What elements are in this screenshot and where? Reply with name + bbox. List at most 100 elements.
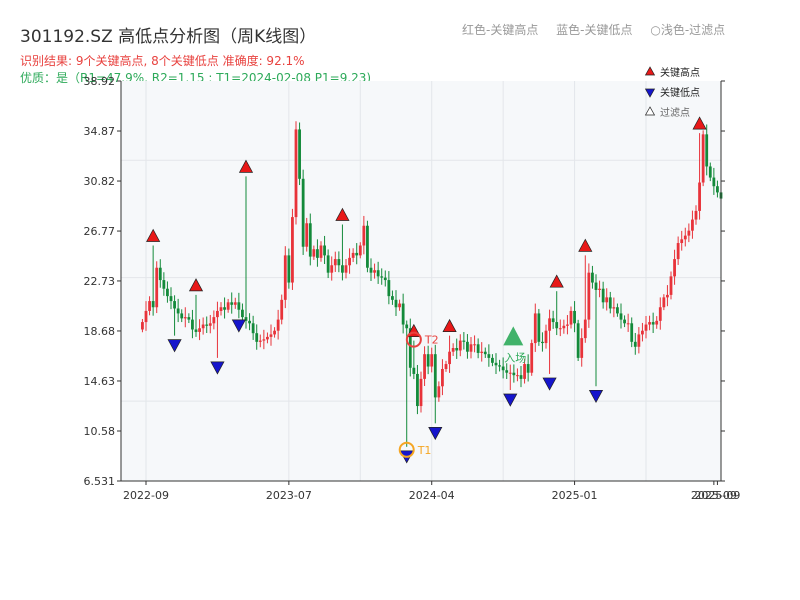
color-legend-red: 红色-关键高点 [462, 23, 539, 37]
candle-body [255, 333, 259, 342]
candle-body [369, 267, 373, 273]
candle-body [583, 319, 587, 339]
candle-body [326, 255, 330, 273]
candle-body [441, 368, 444, 387]
candle-body [569, 310, 573, 325]
y-tick-label: 38.92 [84, 75, 116, 88]
candle-body [430, 354, 434, 367]
candle-body [251, 323, 255, 334]
candle-body [587, 272, 591, 320]
candle-body [351, 252, 355, 258]
candle-body [523, 364, 526, 379]
key-high-marker [692, 116, 707, 130]
candle-body [598, 288, 601, 290]
candle-body [616, 307, 619, 314]
candle-body [219, 307, 223, 311]
candle-body [294, 129, 298, 218]
key-low-marker [503, 393, 518, 407]
color-legend: 红色-关键高点 蓝色-关键低点 ○浅色-过滤点 [462, 21, 739, 38]
candle-body [233, 302, 237, 305]
candle-body [566, 324, 569, 326]
candle-body [419, 378, 423, 407]
color-legend-light: ○浅色-过滤点 [650, 23, 726, 37]
candle-body [423, 354, 426, 379]
candle-body [266, 336, 269, 340]
annotation-t2-label: T2 [424, 334, 439, 347]
key-low-marker [231, 319, 246, 333]
candle-body [348, 257, 351, 266]
candle-body [444, 364, 448, 369]
candle-body [469, 344, 473, 352]
candle-body [558, 328, 562, 330]
y-tick-label: 26.77 [84, 225, 116, 238]
candle-body [241, 309, 244, 318]
candle-body [451, 348, 455, 352]
key-low-marker [588, 389, 604, 404]
x-tick-label: 2022-09 [123, 489, 169, 502]
candle-body [537, 313, 541, 342]
candle-body [433, 354, 437, 398]
candle-body [405, 324, 409, 329]
candle-body [230, 302, 234, 305]
candle-body [619, 313, 623, 320]
y-tick-label: 6.531 [84, 475, 116, 488]
candle-body [151, 301, 155, 308]
candle-body [551, 318, 555, 323]
candle-body [605, 297, 609, 303]
candle-body [676, 243, 680, 260]
candle-body [358, 245, 362, 256]
candle-body [330, 265, 334, 273]
annotation-t1-circle [398, 441, 415, 458]
candle-body [544, 330, 548, 344]
candle-body [508, 372, 512, 374]
candle-body [494, 362, 498, 366]
candle-body [298, 129, 301, 179]
candle-body [362, 225, 366, 246]
candle-body [341, 265, 344, 273]
candle-body [212, 317, 216, 324]
key-high-marker [578, 238, 593, 252]
candle-body [594, 282, 598, 290]
entry-label: 入场 [504, 350, 526, 364]
candle-body [644, 324, 648, 331]
candle-body [280, 299, 284, 320]
candle-body [612, 307, 616, 309]
candle-body [701, 134, 705, 183]
candle-body [308, 223, 312, 257]
candle-body [316, 249, 319, 258]
candle-body [319, 245, 323, 258]
candle-body [162, 280, 166, 289]
candle-body [158, 267, 162, 281]
candle-body [480, 351, 484, 353]
candle-body [258, 340, 262, 342]
candle-body [148, 301, 151, 311]
candle-body [276, 319, 280, 331]
entry-marker [503, 326, 524, 346]
candle-body [269, 334, 273, 337]
chart-title: 301192.SZ 高低点分析图（周K线图） [20, 27, 317, 47]
candle-body [173, 301, 176, 309]
candle-body [323, 245, 326, 256]
x-tick-label: 2024-04 [409, 489, 455, 502]
candle-body [698, 182, 701, 211]
x-tick-label: 2025-09 [694, 489, 740, 502]
candle-body [666, 294, 669, 298]
candle-body [291, 217, 294, 283]
candle-body [662, 297, 666, 308]
candle-body [180, 313, 184, 319]
candle-body [476, 344, 480, 353]
y-tick-label: 10.58 [84, 425, 116, 438]
candle-body [226, 302, 230, 310]
candle-body [691, 219, 694, 231]
y-tick-label: 22.73 [84, 275, 116, 288]
candle-body [673, 259, 676, 277]
candle-body [651, 322, 655, 325]
candle-body [576, 323, 580, 358]
candle-body [541, 341, 544, 344]
candle-body [141, 322, 144, 330]
legend-low-symbol [644, 88, 656, 98]
candle-body [283, 255, 287, 300]
candle-body [437, 386, 441, 398]
candle-body [573, 310, 576, 324]
annotation-t2-circle [405, 331, 422, 348]
